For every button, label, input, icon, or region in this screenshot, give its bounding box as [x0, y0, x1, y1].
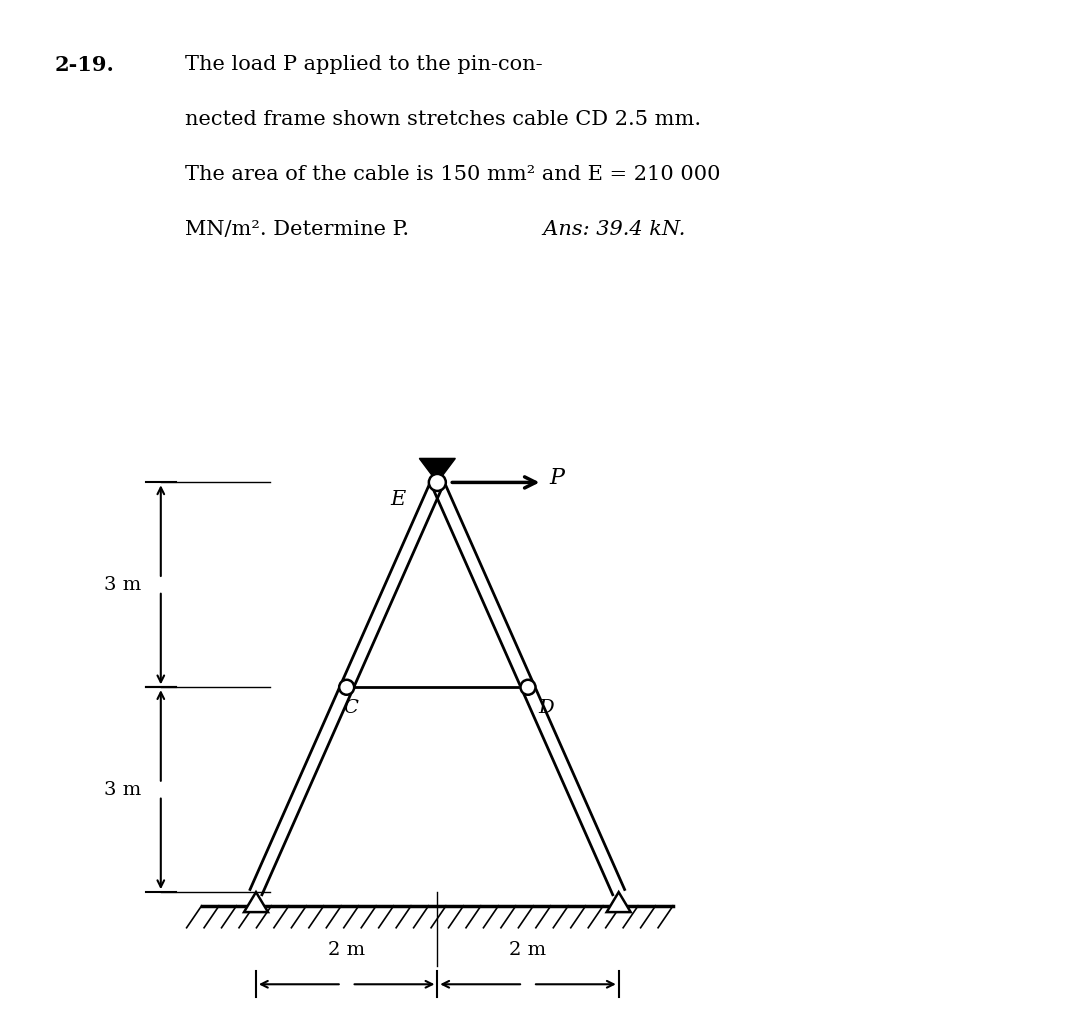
Text: D: D — [538, 699, 554, 717]
Polygon shape — [244, 892, 268, 913]
Text: 2-19.: 2-19. — [55, 55, 114, 75]
Text: C: C — [343, 699, 359, 717]
Polygon shape — [607, 892, 631, 913]
Text: MN/m². Determine P.: MN/m². Determine P. — [185, 220, 409, 239]
Text: nected frame shown stretches cable CD 2.5 mm.: nected frame shown stretches cable CD 2.… — [185, 110, 701, 129]
Text: 3 m: 3 m — [104, 576, 141, 594]
Text: 3 m: 3 m — [104, 781, 141, 798]
Text: 2 m: 2 m — [510, 941, 546, 959]
Circle shape — [339, 680, 354, 695]
Text: The load P applied to the pin-con-: The load P applied to the pin-con- — [185, 55, 542, 74]
Circle shape — [521, 680, 536, 695]
Text: Ans: 39.4 kN.: Ans: 39.4 kN. — [530, 220, 686, 239]
Text: The area of the cable is 150 mm² and E = 210 000: The area of the cable is 150 mm² and E =… — [185, 165, 720, 184]
Text: P: P — [550, 468, 565, 489]
Polygon shape — [419, 458, 456, 482]
Text: 2 m: 2 m — [328, 941, 365, 959]
Text: E: E — [390, 490, 405, 510]
Circle shape — [429, 474, 446, 491]
